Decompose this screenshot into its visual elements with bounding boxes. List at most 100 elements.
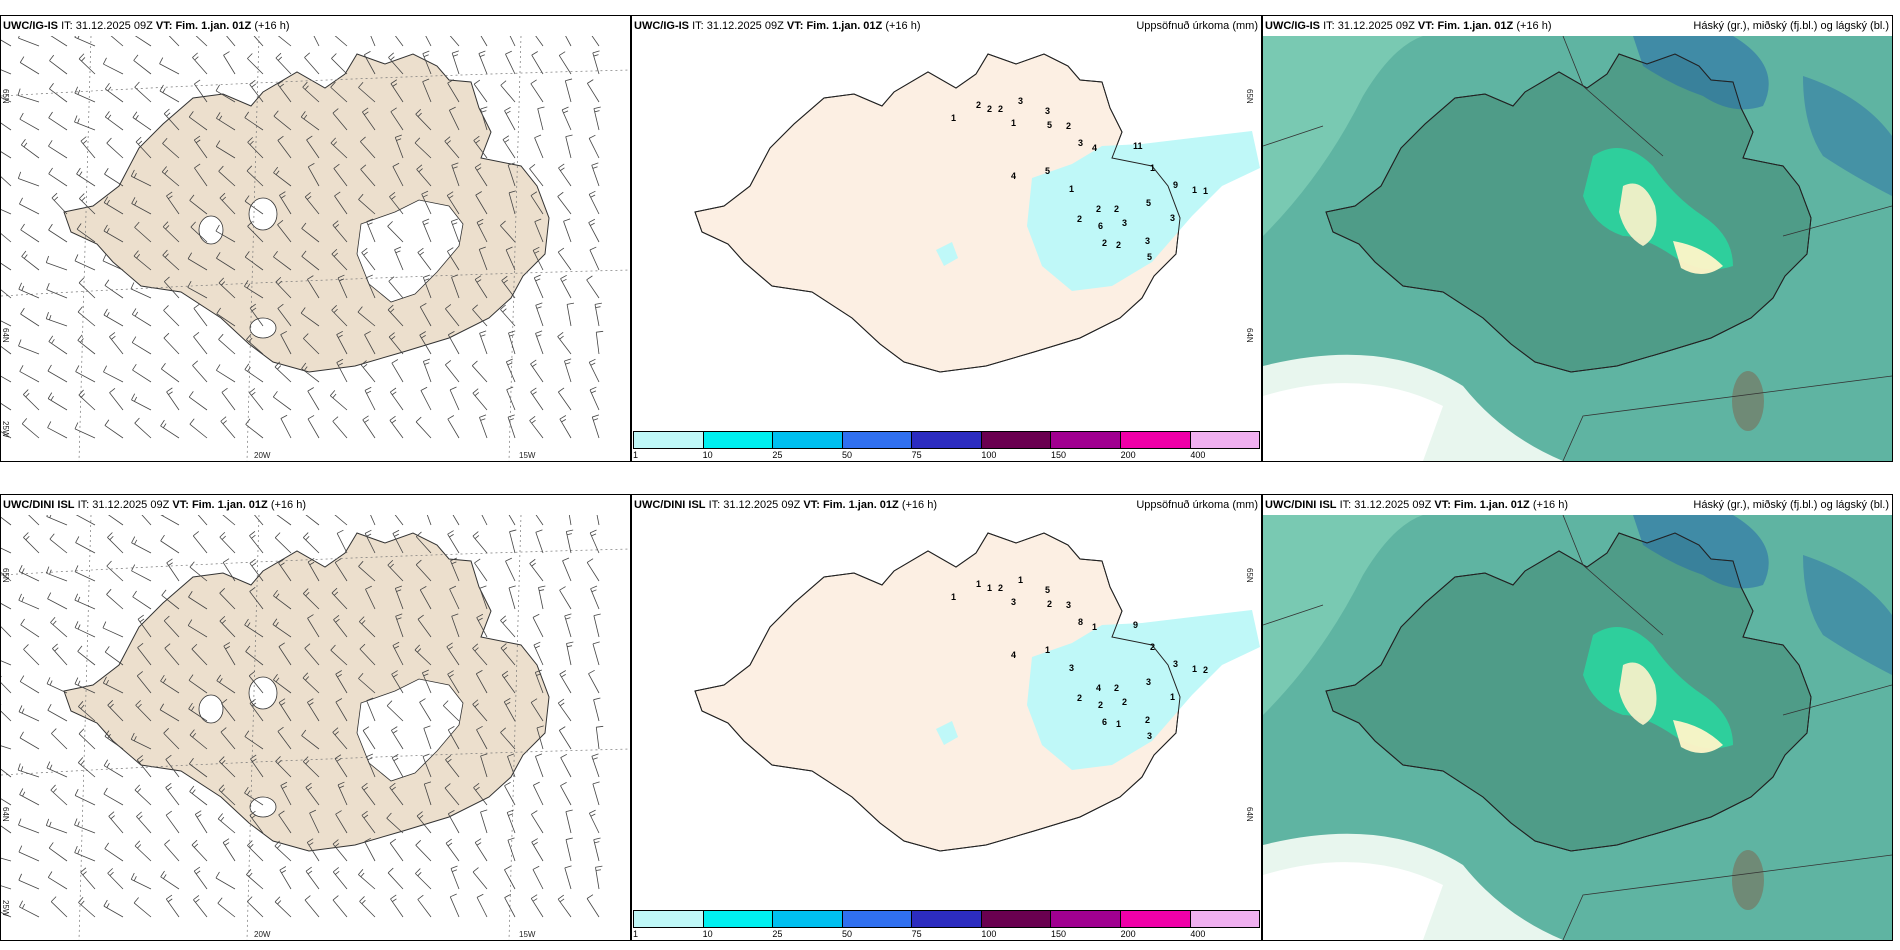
wind-barb	[335, 698, 348, 722]
wind-barb	[360, 136, 376, 159]
colorbar-tick: 25	[772, 450, 783, 460]
wind-barb	[500, 615, 516, 638]
colorbar-swatch	[842, 432, 913, 448]
wind-barb	[19, 788, 40, 806]
wind-barb	[558, 51, 572, 75]
lon-label-15w: 15W	[519, 930, 536, 939]
colorbar-swatch	[981, 911, 1052, 927]
precip-value: 2	[1122, 697, 1127, 707]
wind-barb	[365, 585, 376, 610]
wind-barb	[187, 281, 208, 299]
wind-barb	[103, 759, 124, 778]
wind-barb	[449, 893, 460, 918]
wind-barb	[254, 515, 264, 526]
wind-barb	[78, 728, 96, 750]
wind-barb	[1, 320, 12, 327]
colorbar-swatch	[1190, 911, 1260, 927]
wind-barb	[274, 532, 292, 554]
field-title: Háský (gr.), miðský (fj.bl.) og lágský (…	[1693, 20, 1889, 32]
wind-barb	[447, 247, 460, 271]
wind-barb	[479, 330, 488, 355]
wind-barb	[394, 515, 404, 526]
wind-barb	[218, 784, 236, 806]
wind-barb	[586, 894, 600, 918]
precip-colorbar: 1 10 25 50 75 100 150 200 400	[632, 429, 1261, 461]
lead-time: (+16 h)	[270, 499, 306, 511]
wind-barb	[246, 869, 264, 890]
wind-barb	[79, 193, 96, 215]
wind-barb	[278, 642, 292, 666]
wind-barb	[110, 36, 124, 47]
wind-barb	[74, 254, 96, 271]
lon-label-25w: 25W	[1, 900, 10, 917]
wind-barb	[505, 358, 516, 383]
wind-barb	[20, 139, 40, 159]
wind-barb	[247, 840, 264, 862]
panel-header: UWC/IG-IS IT: 31.12.2025 09Z VT: Fim. 1.…	[632, 16, 1261, 36]
wind-barb	[419, 698, 432, 722]
wind-barb	[334, 36, 348, 47]
wind-barb	[1, 176, 12, 187]
precip-value: 3	[1069, 663, 1074, 673]
wind-barb	[165, 810, 180, 834]
wind-barb	[1, 704, 12, 722]
wind-barb	[480, 106, 488, 131]
precip-map-panel-igis: UWC/IG-IS IT: 31.12.2025 09Z VT: Fim. 1.…	[631, 15, 1262, 462]
wind-barb	[389, 387, 404, 411]
precip-value: 4	[1011, 650, 1016, 660]
wind-barb	[17, 171, 40, 187]
wind-barb	[1, 97, 12, 103]
wind-barb	[474, 838, 488, 862]
cloud-map-panel-dini: UWC/DINI ISL IT: 31.12.2025 09Z VT: Fim.…	[1262, 494, 1893, 941]
wind-barb	[472, 531, 488, 554]
cloud-map-panel-igis: UWC/IG-IS IT: 31.12.2025 09Z VT: Fim. 1.…	[1262, 15, 1893, 462]
wind-barb	[557, 894, 572, 918]
wind-barb	[107, 700, 124, 722]
wind-barb	[334, 558, 348, 582]
wind-barb	[78, 896, 96, 918]
wind-barb	[249, 388, 264, 411]
wind-barb	[165, 782, 180, 806]
wind-barb	[332, 416, 348, 439]
wind-barb	[247, 221, 264, 243]
high-cloud-patch	[1732, 850, 1764, 910]
wind-barb	[415, 109, 432, 131]
wind-barb	[395, 36, 404, 47]
wind-barb	[78, 277, 96, 299]
wind-barb	[451, 274, 460, 299]
wind-barb	[1, 346, 12, 355]
wind-barb	[447, 810, 460, 834]
wind-barb	[590, 585, 600, 610]
wind-barb	[449, 36, 460, 47]
wind-barb	[223, 642, 236, 666]
wind-barb	[425, 36, 432, 47]
wind-barb	[471, 360, 488, 383]
init-label: IT:	[77, 499, 90, 511]
wind-barb	[1, 885, 12, 890]
wind-barb	[370, 515, 376, 526]
wind-barb	[273, 250, 292, 271]
wind-barb	[417, 247, 432, 271]
wind-barb	[593, 697, 601, 722]
colorbar-tick: 75	[911, 450, 922, 460]
wind-barb	[160, 870, 180, 890]
precip-value: 5	[1146, 198, 1151, 208]
wind-barb	[74, 621, 96, 638]
wind-barb	[1, 39, 12, 47]
wind-barb	[278, 698, 292, 722]
wind-barb	[336, 358, 348, 383]
wind-barb	[560, 753, 572, 778]
wind-barb	[102, 621, 124, 638]
wind-barb	[474, 275, 488, 299]
wind-barb	[364, 837, 376, 862]
valid-time: Fim. 1.jan. 01Z	[822, 499, 899, 511]
wind-barb	[47, 421, 68, 439]
wind-barb	[588, 218, 600, 243]
wind-barb	[18, 845, 40, 862]
wind-barb	[472, 388, 488, 411]
wind-barb	[588, 358, 600, 383]
lat-label-64n: 64N	[1245, 328, 1254, 343]
wind-barb	[23, 644, 40, 666]
wind-barb	[415, 416, 432, 439]
